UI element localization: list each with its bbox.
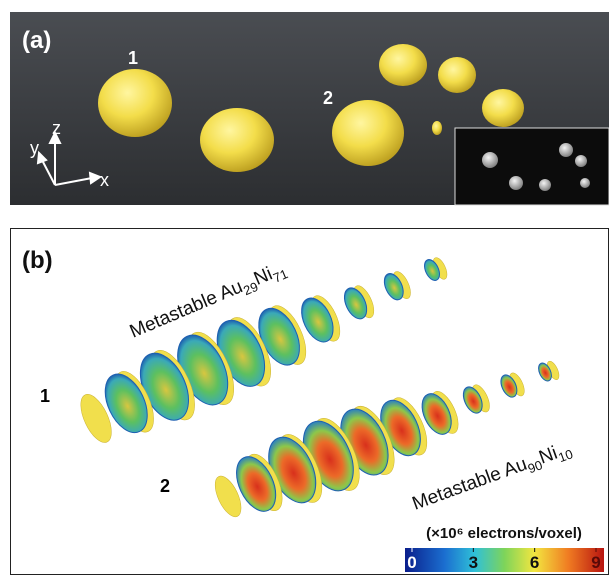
panel-label: (b): [22, 247, 53, 274]
panel-a: (a) 1 2 y z x: [10, 12, 609, 205]
panel-label: (a): [22, 27, 51, 54]
colorbar-tick-label: 0: [407, 553, 416, 572]
panel-b-frame: [11, 229, 609, 575]
particle-label: 2: [323, 88, 333, 108]
row-label: 1: [40, 386, 50, 406]
inset: [455, 128, 609, 205]
axis-label: x: [100, 170, 109, 190]
particle-label: 1: [128, 48, 138, 68]
colorbar: [405, 548, 604, 572]
axis-label: y: [30, 138, 39, 158]
axis-label: z: [52, 118, 61, 138]
colorbar-title: (×10⁶ electrons/voxel): [426, 525, 582, 542]
row-label: 2: [160, 476, 170, 496]
panel-b: (b) 1 2 Metastable Au29Ni71 Metastable A…: [11, 229, 609, 575]
colorbar-tick-label: 3: [469, 553, 478, 572]
colorbar-tick-label: 9: [591, 553, 600, 572]
colorbar-tick-label: 6: [530, 553, 539, 572]
figure: (a) 1 2 y z x (b) 1 2 Metastable Au29Ni7…: [0, 0, 609, 575]
